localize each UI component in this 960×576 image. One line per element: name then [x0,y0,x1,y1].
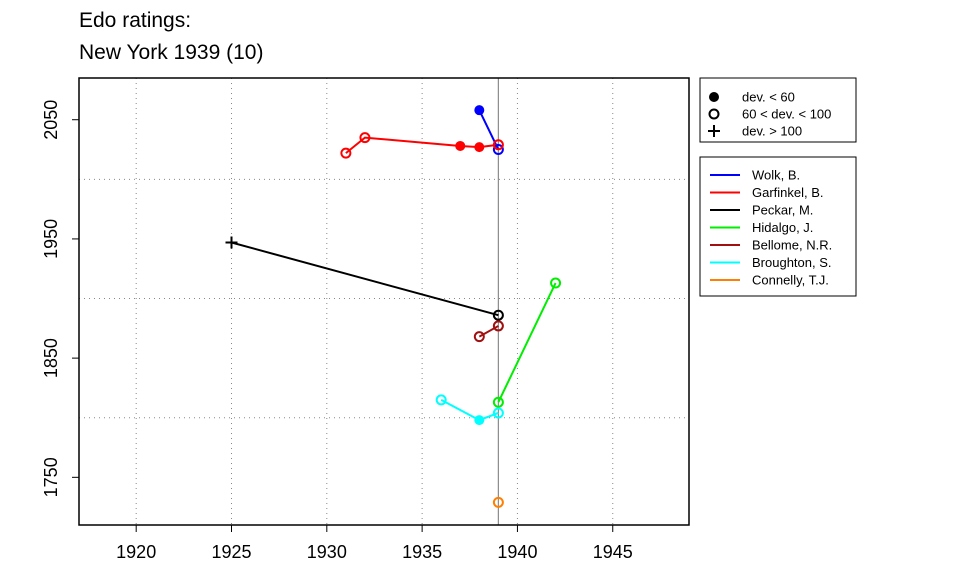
series-line-4 [478,325,499,338]
data-point-5-1 [474,415,485,426]
data-point-0-0 [474,105,485,116]
data-point-3-0 [492,396,504,408]
y-tick-label-2050: 2050 [41,100,61,140]
data-point-4-0 [473,331,485,343]
marker-legend-symbol-1 [708,108,720,120]
series-legend-label-0: Wolk, B. [752,168,800,183]
y-tick-label-1950: 1950 [41,219,61,259]
data-point-1-2 [455,140,466,151]
series-legend-label-6: Connelly, T.J. [752,273,829,288]
chart-title-line-1: Edo ratings: [79,9,192,32]
marker-legend-symbol-2 [708,125,720,137]
y-tick-label-1750: 1750 [41,457,61,497]
series-line-5 [440,398,499,422]
data-point-5-2 [492,407,504,419]
series-legend-label-5: Broughton, S. [752,255,832,270]
marker-legend-label-1: 60 < dev. < 100 [742,107,831,122]
data-point-2-1 [492,309,504,321]
x-tick-label-1945: 1945 [593,542,633,562]
marker-legend-box [699,77,857,143]
chart-title-line-2: New York 1939 (10) [79,41,264,64]
series-line-0 [478,109,500,150]
data-point-6-0 [492,496,504,508]
data-point-1-1 [359,132,371,144]
marker-legend-label-0: dev. < 60 [742,90,795,105]
data-point-1-0 [340,147,352,159]
y-tick-label-1850: 1850 [41,338,61,378]
marker-legend-symbol-0 [709,92,719,102]
series-line-3 [497,282,557,403]
data-point-1-3 [474,142,485,153]
series-line-2 [231,241,499,317]
x-tick-label-1920: 1920 [116,542,156,562]
series-legend-label-4: Bellome, N.R. [752,238,832,253]
plot-frame [78,77,690,526]
marker-legend-label-2: dev. > 100 [742,124,802,139]
data-point-1-4 [492,139,504,151]
series-legend-label-3: Hidalgo, J. [752,220,813,235]
data-point-3-1 [550,277,562,289]
series-legend-label-1: Garfinkel, B. [752,185,824,200]
data-point-2-0 [225,236,238,249]
data-point-5-0 [435,394,447,406]
x-tick-label-1940: 1940 [497,542,537,562]
series-legend-label-2: Peckar, M. [752,203,813,218]
data-point-0-1 [492,144,504,156]
x-tick-label-1930: 1930 [307,542,347,562]
x-tick-label-1925: 1925 [211,542,251,562]
data-point-4-1 [492,320,504,332]
x-tick-label-1935: 1935 [402,542,442,562]
